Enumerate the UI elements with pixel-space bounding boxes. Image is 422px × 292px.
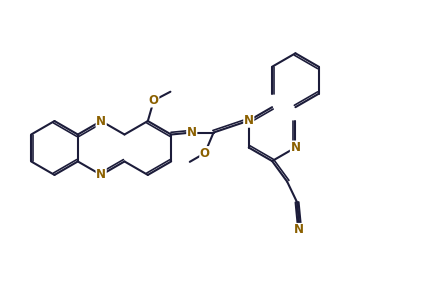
Text: N: N bbox=[187, 126, 197, 139]
Text: N: N bbox=[96, 114, 106, 128]
Text: N: N bbox=[294, 223, 304, 237]
Text: N: N bbox=[244, 114, 254, 127]
Text: O: O bbox=[200, 147, 210, 160]
Text: O: O bbox=[149, 94, 159, 107]
Text: N: N bbox=[96, 168, 106, 181]
Text: N: N bbox=[290, 141, 300, 154]
